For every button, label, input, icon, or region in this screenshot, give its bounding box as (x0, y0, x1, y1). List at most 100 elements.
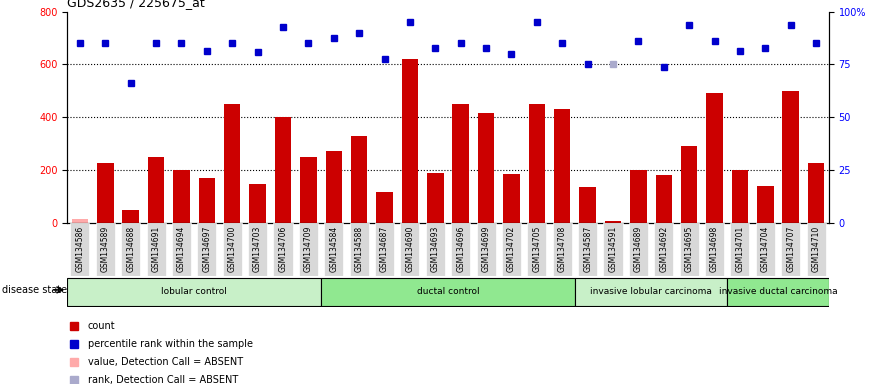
Text: count: count (88, 321, 116, 331)
FancyBboxPatch shape (223, 223, 242, 276)
FancyBboxPatch shape (426, 223, 444, 276)
FancyBboxPatch shape (299, 223, 318, 276)
FancyBboxPatch shape (96, 223, 115, 276)
Text: ductal control: ductal control (417, 287, 479, 296)
Bar (427, 172, 444, 223)
FancyBboxPatch shape (324, 223, 343, 276)
Bar (605, 220, 621, 223)
FancyBboxPatch shape (248, 223, 267, 276)
Text: GSM134708: GSM134708 (557, 225, 567, 271)
Bar (275, 117, 291, 223)
FancyBboxPatch shape (67, 278, 321, 306)
Text: GSM134586: GSM134586 (75, 225, 84, 271)
Bar (97, 163, 114, 223)
Bar (123, 210, 139, 223)
Text: GSM134584: GSM134584 (329, 225, 339, 271)
Text: GSM134703: GSM134703 (253, 225, 263, 272)
Bar (351, 136, 367, 223)
Text: GSM134701: GSM134701 (736, 225, 745, 271)
Text: GSM134697: GSM134697 (202, 225, 211, 272)
Bar (249, 184, 266, 223)
Bar (656, 175, 672, 223)
Bar (148, 157, 164, 223)
FancyBboxPatch shape (730, 223, 749, 276)
Text: GSM134699: GSM134699 (481, 225, 491, 272)
Text: GSM134691: GSM134691 (151, 225, 160, 271)
Text: GSM134698: GSM134698 (710, 225, 719, 271)
FancyBboxPatch shape (477, 223, 495, 276)
FancyBboxPatch shape (401, 223, 419, 276)
Text: GSM134587: GSM134587 (583, 225, 592, 271)
Text: GSM134702: GSM134702 (507, 225, 516, 271)
Text: GSM134693: GSM134693 (431, 225, 440, 272)
Text: GSM134591: GSM134591 (608, 225, 617, 271)
Text: GSM134589: GSM134589 (100, 225, 110, 271)
FancyBboxPatch shape (781, 223, 800, 276)
Text: GSM134707: GSM134707 (786, 225, 796, 272)
FancyBboxPatch shape (553, 223, 572, 276)
FancyBboxPatch shape (604, 223, 623, 276)
Text: GSM134687: GSM134687 (380, 225, 389, 271)
FancyBboxPatch shape (172, 223, 191, 276)
Text: GSM134696: GSM134696 (456, 225, 465, 272)
FancyBboxPatch shape (321, 278, 575, 306)
Bar (554, 109, 571, 223)
Bar (782, 91, 799, 223)
Bar (808, 163, 824, 223)
FancyBboxPatch shape (654, 223, 673, 276)
FancyBboxPatch shape (147, 223, 166, 276)
FancyBboxPatch shape (756, 223, 775, 276)
FancyBboxPatch shape (349, 223, 368, 276)
Text: GSM134689: GSM134689 (633, 225, 643, 271)
Bar (173, 170, 190, 223)
Text: disease state: disease state (2, 285, 67, 295)
Bar (401, 59, 418, 223)
Text: GDS2635 / 225675_at: GDS2635 / 225675_at (67, 0, 205, 9)
Bar (681, 146, 697, 223)
Text: GSM134690: GSM134690 (405, 225, 415, 272)
Text: GSM134709: GSM134709 (304, 225, 313, 272)
Bar (376, 192, 392, 223)
FancyBboxPatch shape (502, 223, 521, 276)
Bar (72, 219, 88, 223)
Text: GSM134706: GSM134706 (279, 225, 288, 272)
FancyBboxPatch shape (680, 223, 699, 276)
Text: GSM134688: GSM134688 (126, 225, 135, 271)
FancyBboxPatch shape (273, 223, 292, 276)
Bar (732, 170, 748, 223)
Text: invasive lobular carcinoma: invasive lobular carcinoma (590, 287, 712, 296)
Bar (706, 93, 723, 223)
Text: GSM134694: GSM134694 (177, 225, 186, 272)
FancyBboxPatch shape (452, 223, 470, 276)
FancyBboxPatch shape (806, 223, 825, 276)
Text: GSM134588: GSM134588 (355, 225, 364, 271)
Bar (224, 104, 240, 223)
Bar (452, 104, 469, 223)
Bar (300, 157, 316, 223)
FancyBboxPatch shape (578, 223, 597, 276)
FancyBboxPatch shape (71, 223, 90, 276)
FancyBboxPatch shape (575, 278, 728, 306)
Bar (757, 186, 773, 223)
Bar (504, 174, 520, 223)
Text: GSM134705: GSM134705 (532, 225, 541, 272)
Text: value, Detection Call = ABSENT: value, Detection Call = ABSENT (88, 357, 243, 367)
Bar (325, 151, 342, 223)
FancyBboxPatch shape (197, 223, 216, 276)
Text: rank, Detection Call = ABSENT: rank, Detection Call = ABSENT (88, 375, 238, 384)
Text: invasive ductal carcinoma: invasive ductal carcinoma (719, 287, 838, 296)
Text: GSM134700: GSM134700 (228, 225, 237, 272)
FancyBboxPatch shape (728, 278, 829, 306)
Bar (630, 170, 647, 223)
Bar (580, 187, 596, 223)
Bar (478, 113, 495, 223)
Text: GSM134695: GSM134695 (685, 225, 694, 272)
FancyBboxPatch shape (705, 223, 724, 276)
FancyBboxPatch shape (528, 223, 547, 276)
FancyBboxPatch shape (375, 223, 394, 276)
Text: GSM134710: GSM134710 (812, 225, 821, 271)
Text: percentile rank within the sample: percentile rank within the sample (88, 339, 253, 349)
Bar (199, 178, 215, 223)
FancyBboxPatch shape (121, 223, 140, 276)
Text: GSM134704: GSM134704 (761, 225, 770, 272)
